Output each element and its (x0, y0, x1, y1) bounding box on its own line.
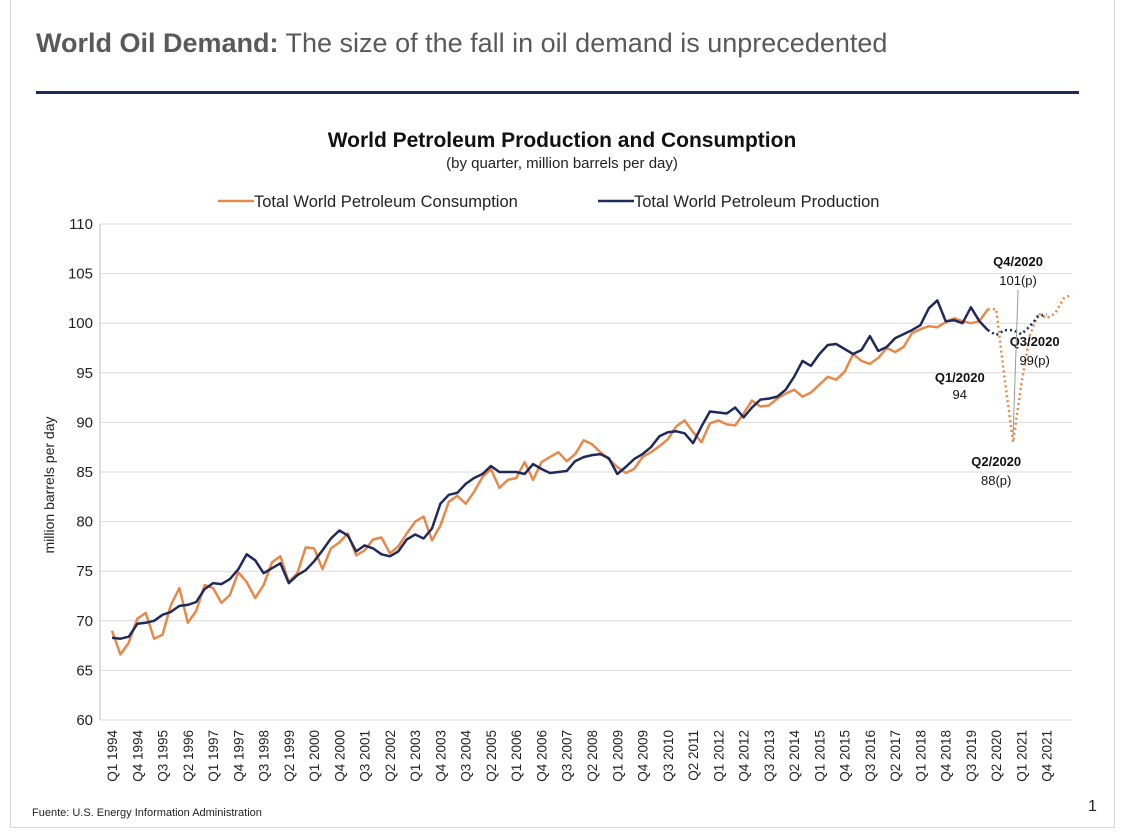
x-tick-label: Q1 2015 (812, 730, 827, 782)
y-tick-label: 105 (68, 266, 93, 283)
annotation-label: Q1/2020 (935, 370, 985, 385)
x-ticks: Q1 1994 Q4 1994 Q3 1995 Q2 1996 Q1 1997 Q4 19… (105, 730, 1055, 782)
slide-headline: World Oil Demand: The size of the fall i… (36, 28, 887, 59)
x-tick-label: Q4 2000 (332, 730, 347, 782)
x-tick-label: Q4 1997 (231, 730, 246, 782)
y-tick-label: 70 (76, 613, 93, 630)
y-tick-label: 80 (76, 514, 93, 531)
annotation-label: Q2/2020 (971, 454, 1021, 469)
x-tick-label: Q2 2020 (989, 730, 1004, 782)
x-tick-label: Q2 2014 (787, 730, 802, 782)
x-tick-label: Q2 2002 (383, 730, 398, 782)
y-ticks: 60 65 70 75 80 85 90 95 100 105 110 (68, 216, 93, 729)
x-tick-label: Q3 2013 (762, 730, 777, 782)
y-tick-label: 90 (76, 414, 93, 431)
x-tick-label: Q3 2004 (459, 730, 474, 782)
y-tick-label: 100 (68, 315, 93, 332)
x-tick-label: Q1 2018 (913, 730, 928, 782)
grid (99, 223, 1072, 721)
series-forecast-production (987, 313, 1047, 337)
x-tick-label: Q1 2009 (610, 730, 625, 782)
page-number: 1 (1088, 798, 1097, 815)
x-tick-label: Q2 2011 (686, 730, 701, 781)
legend: Total World Petroleum Consumption Total … (218, 193, 879, 211)
x-tick-label: Q1 2003 (408, 730, 423, 782)
x-tick-label: Q1 1997 (206, 730, 221, 782)
slide-frame (10, 0, 1115, 828)
x-tick-label: Q4 2003 (433, 730, 448, 782)
chart-title: World Petroleum Production and Consumpti… (328, 129, 797, 152)
legend-label-production: Total World Petroleum Production (634, 193, 879, 211)
y-tick-label: 95 (76, 365, 93, 382)
annotation-value: 99(p) (1019, 353, 1049, 368)
x-tick-label: Q2 1999 (282, 730, 297, 782)
y-tick-label: 60 (76, 712, 93, 729)
x-tick-label: Q3 2019 (964, 730, 979, 782)
x-tick-label: Q1 2012 (711, 730, 726, 782)
x-tick-label: Q4 2015 (838, 730, 853, 782)
series-line-production (111, 299, 989, 640)
y-tick-label: 65 (76, 662, 93, 679)
headline-rest: The size of the fall in oil demand is un… (278, 28, 888, 58)
annotation-value: 101(p) (999, 273, 1037, 288)
x-tick-label: Q2 2005 (484, 730, 499, 782)
x-tick-label: Q3 2010 (661, 730, 676, 782)
y-axis-label: million barrels per day (41, 417, 57, 554)
x-tick-label: Q2 1996 (181, 730, 196, 782)
x-tick-label: Q3 2007 (560, 730, 575, 782)
series-forecast-consumption (987, 293, 1073, 443)
series-line-consumption (110, 308, 989, 656)
x-tick-label: Q4 2012 (737, 730, 752, 782)
x-tick-label: Q2 2017 (888, 730, 903, 782)
annotation-leader (1012, 289, 1019, 437)
annotations: Q1/2020 94 Q2/2020 88(p) Q4/2020 101(p) Q3/202… (935, 254, 1060, 488)
x-tick-label: Q3 1998 (257, 730, 272, 782)
y-tick-label: 110 (69, 216, 93, 233)
x-tick-label: Q2 2008 (585, 730, 600, 782)
x-tick-label: Q1 2021 (1014, 730, 1029, 782)
annotation-value: 94 (953, 387, 967, 402)
headline-bold: World Oil Demand: (36, 28, 279, 58)
x-tick-label: Q1 1994 (105, 730, 120, 782)
y-tick-label: 75 (76, 563, 93, 580)
chart-subtitle: (by quarter, million barrels per day) (446, 155, 678, 172)
x-tick-label: Q4 2009 (636, 730, 651, 782)
series-lines (110, 293, 1073, 656)
x-tick-label: Q3 2001 (358, 730, 373, 782)
x-tick-label: Q3 2016 (863, 730, 878, 782)
x-tick-label: Q4 2006 (534, 730, 549, 782)
x-tick-label: Q4 2018 (939, 730, 954, 782)
source-note: Fuente: U.S. Energy Information Administ… (32, 807, 262, 819)
x-tick-label: Q1 2006 (509, 730, 524, 782)
legend-label-consumption: Total World Petroleum Consumption (254, 193, 518, 211)
x-tick-label: Q4 2021 (1040, 730, 1055, 782)
x-tick-label: Q4 1994 (130, 730, 145, 782)
x-tick-label: Q3 1995 (156, 730, 171, 782)
annotation-label: Q3/2020 (1010, 334, 1060, 349)
y-tick-label: 85 (76, 464, 93, 481)
annotation-value: 88(p) (981, 473, 1011, 488)
headline-rule (36, 91, 1079, 94)
x-tick-label: Q1 2000 (307, 730, 322, 782)
annotation-label: Q4/2020 (993, 254, 1043, 269)
